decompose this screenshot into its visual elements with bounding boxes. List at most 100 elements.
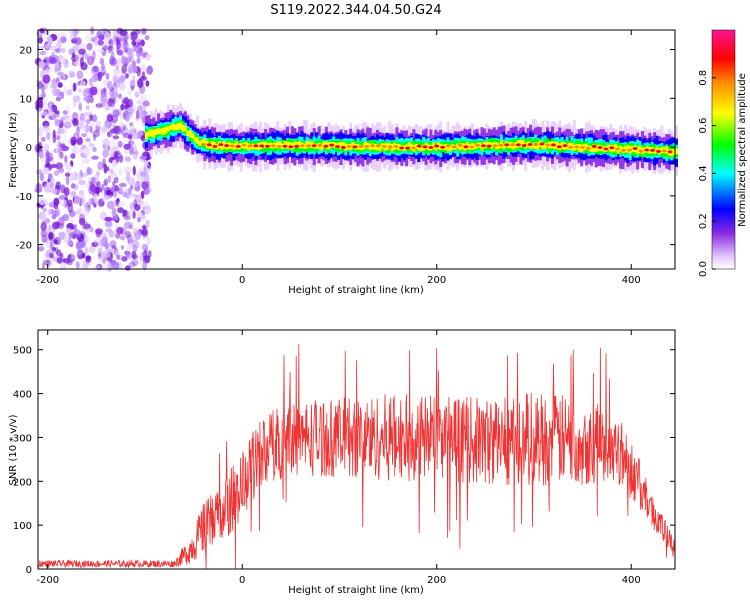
spectrogram-noise-cell <box>59 151 64 159</box>
spectrogram-noise-cell <box>81 155 85 166</box>
spectrogram-peak-cell <box>276 144 282 148</box>
spectrogram-noise-cell <box>135 212 144 217</box>
spectrogram-noise-cell <box>113 82 117 88</box>
spectrogram-noise-cell <box>100 233 106 239</box>
spectrogram-noise-cell <box>82 260 89 270</box>
spectrogram-noise-cell <box>107 131 111 138</box>
spectrogram-peak-cell <box>282 144 288 148</box>
spectrogram-peak-cell <box>591 144 597 148</box>
spectrogram-peak-cell <box>335 145 340 149</box>
spectrogram-noise-cell <box>47 178 51 183</box>
spectrogram-peak-cell <box>498 143 504 147</box>
spectrogram-noise-cell <box>76 207 83 215</box>
spectrogram-noise-cell <box>54 209 60 217</box>
spectrogram-noise-cell <box>104 216 113 222</box>
spectrogram-noise-cell <box>124 221 131 229</box>
spectrogram-peak-cell <box>381 144 387 148</box>
spectrogram-noise-cell <box>124 34 129 40</box>
spectrogram-noise-cell <box>125 265 131 271</box>
spectrogram-noise-cell <box>97 103 101 109</box>
spectrogram-noise-cell <box>76 81 82 86</box>
spectrogram-noise-cell <box>105 72 110 80</box>
spectrogram-signal-cell <box>531 143 535 149</box>
spectrogram-signal-cell <box>502 143 506 150</box>
spectrogram-peak-cell <box>288 145 294 149</box>
spectrogram-peak-cell <box>440 145 446 149</box>
spectrogram-noise-cell <box>112 180 116 187</box>
spectrogram-signal-cell <box>631 146 635 153</box>
spectrogram-signal-cell <box>186 130 190 136</box>
spectrogram-noise-cell <box>117 140 123 148</box>
spectrogram-peak-cell <box>422 145 428 149</box>
spectrogram-noise-cell <box>42 199 48 207</box>
spectrogram-noise-cell <box>110 138 118 146</box>
snr-panel: -200 0 200 400 0 100 200 300 400 500 Height of s… <box>8 329 676 596</box>
spectrogram-peak-cell <box>200 142 206 146</box>
spectrogram-signal-cell <box>220 142 224 150</box>
spectrogram-noise-cell <box>63 133 67 143</box>
spectrogram-signal-cell <box>298 141 302 149</box>
spectrogram-signal-cell <box>171 123 175 131</box>
spectrogram-signal-cell <box>555 142 559 150</box>
spectrogram-peak-cell <box>241 143 247 147</box>
spectrogram-noise-cell <box>144 35 150 41</box>
spectrogram-noise-cell <box>75 54 79 63</box>
spectrogram-noise-cell <box>97 248 103 255</box>
spectrogram-noise-cell <box>43 68 50 74</box>
spectrogram-noise-cell <box>122 192 128 198</box>
spectrogram-noise-cell <box>121 64 128 74</box>
spectrogram-noise-cell <box>60 36 67 44</box>
spectrogram-noise-cell <box>97 198 104 207</box>
snr-y-tick-label: 500 <box>13 346 32 357</box>
spectrogram-signal-cell <box>402 145 406 151</box>
spectrogram-signal-cell <box>592 144 596 152</box>
spectrogram-noise-cell <box>139 84 146 95</box>
spectrogram-noise-cell <box>45 149 49 159</box>
spectrogram-noise-cell <box>112 68 121 75</box>
spectrogram-noise-cell <box>55 61 60 67</box>
spectrogram-noise-cell <box>91 241 99 247</box>
spectrogram-noise-cell <box>40 212 48 221</box>
spectrogram-peak-cell <box>562 144 568 148</box>
spectrogram-signal-cell <box>675 148 678 155</box>
spectrogram-noise-cell <box>78 189 85 197</box>
spectrogram-noise-cell <box>123 215 128 222</box>
spectrogram-noise-cell <box>80 172 89 177</box>
colorbar-tick-label: 0.6 <box>698 118 709 134</box>
spectrogram-signal-cell <box>623 145 627 153</box>
spectrogram-noise-cell <box>146 65 153 75</box>
spectrogram-noise-cell <box>63 262 68 269</box>
spectrogram-noise-cell <box>103 32 112 41</box>
spectrogram-noise-cell <box>70 173 76 181</box>
spectrogram-signal-cell <box>373 144 377 150</box>
spectrogram-noise-cell <box>120 245 124 250</box>
spectrogram-noise-cell <box>84 246 89 255</box>
spectrogram-peak-cell <box>305 144 311 148</box>
spectrogram-peak-cell <box>521 144 527 147</box>
spectrogram-peak-cell <box>218 143 224 147</box>
spectrogram-noise-cell <box>104 105 111 111</box>
spectrogram-peak-cell <box>603 147 609 151</box>
spectrogram-noise-cell <box>48 115 57 120</box>
spectrogram-noise-region <box>34 26 153 273</box>
spectrogram-noise-cell <box>72 145 79 155</box>
spectrogram-noise-cell <box>141 27 147 35</box>
spectrogram-signal-cell <box>407 142 411 150</box>
spectrogram-peak-cell <box>317 143 323 147</box>
spectrogram-signal-cell <box>339 142 343 150</box>
spectrogram-noise-cell <box>48 247 55 255</box>
spectrogram-noise-cell <box>138 175 144 181</box>
spectrogram-peak-cell <box>486 144 492 148</box>
spectrogram-noise-cell <box>79 113 85 122</box>
spectrogram-noise-cell <box>125 156 131 163</box>
spectrogram-noise-cell <box>123 149 129 155</box>
spectrogram-noise-cell <box>72 118 76 125</box>
spectrogram-y-ticks: -20 -10 0 10 20 <box>16 46 675 252</box>
spectrogram-peak-cell <box>259 144 265 148</box>
spectrogram-noise-cell <box>136 66 141 77</box>
spectrogram-noise-cell <box>118 35 125 42</box>
spectrogram-noise-cell <box>66 89 73 96</box>
spectrogram-signal-cell <box>356 143 360 149</box>
spectrogram-noise-cell <box>78 217 86 226</box>
